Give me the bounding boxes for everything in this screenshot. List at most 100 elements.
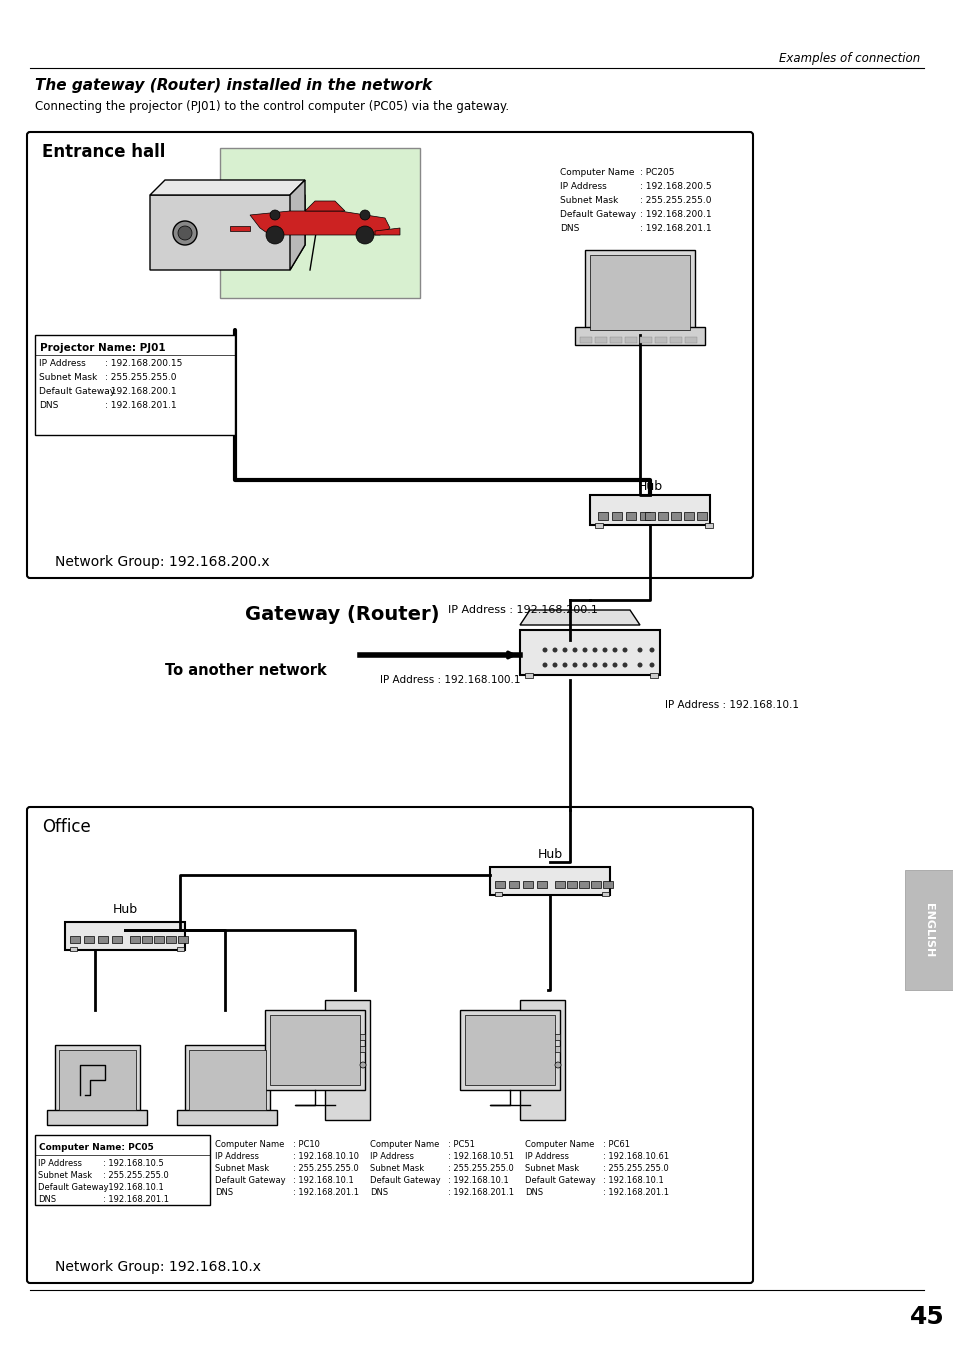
Text: Subnet Mask: Subnet Mask bbox=[559, 196, 618, 205]
Bar bbox=[522, 882, 533, 888]
Circle shape bbox=[612, 663, 617, 667]
Bar bbox=[670, 512, 680, 520]
Bar bbox=[658, 512, 667, 520]
Text: : PC10: : PC10 bbox=[293, 1139, 319, 1149]
Polygon shape bbox=[519, 610, 639, 625]
Bar bbox=[464, 1015, 555, 1085]
Bar bbox=[59, 1050, 136, 1110]
Text: IP Address: IP Address bbox=[370, 1152, 414, 1161]
Text: : 192.168.201.1: : 192.168.201.1 bbox=[105, 401, 176, 410]
Text: : 192.168.201.1: : 192.168.201.1 bbox=[602, 1188, 668, 1197]
Bar bbox=[519, 1000, 564, 1120]
Bar bbox=[153, 936, 164, 944]
Bar bbox=[330, 1034, 365, 1040]
Text: Default Gateway: Default Gateway bbox=[559, 211, 636, 219]
Bar bbox=[459, 1010, 559, 1089]
Bar bbox=[330, 1046, 365, 1052]
Bar bbox=[220, 148, 419, 298]
Text: To another network: To another network bbox=[165, 663, 327, 678]
Text: Examples of connection: Examples of connection bbox=[778, 53, 919, 65]
Text: : PC205: : PC205 bbox=[639, 167, 674, 177]
Text: Projector Name: PJ01: Projector Name: PJ01 bbox=[40, 343, 166, 352]
Text: : PC51: : PC51 bbox=[448, 1139, 475, 1149]
Circle shape bbox=[562, 648, 567, 652]
Bar bbox=[166, 936, 175, 944]
Circle shape bbox=[649, 648, 654, 652]
Bar bbox=[609, 338, 621, 343]
Circle shape bbox=[637, 648, 641, 652]
Text: : 255.255.255.0: : 255.255.255.0 bbox=[105, 373, 176, 382]
Polygon shape bbox=[305, 201, 345, 211]
Circle shape bbox=[355, 225, 374, 244]
Bar bbox=[35, 335, 234, 435]
Text: : 192.168.201.1: : 192.168.201.1 bbox=[293, 1188, 358, 1197]
Bar bbox=[178, 936, 188, 944]
Circle shape bbox=[542, 648, 547, 652]
Polygon shape bbox=[250, 211, 390, 235]
Bar bbox=[612, 512, 621, 520]
Bar bbox=[590, 882, 600, 888]
Circle shape bbox=[649, 663, 654, 667]
Text: DNS: DNS bbox=[214, 1188, 233, 1197]
Text: Hub: Hub bbox=[112, 903, 137, 917]
Text: : 192.168.10.1: : 192.168.10.1 bbox=[602, 1176, 663, 1185]
Bar bbox=[177, 1110, 276, 1125]
Text: Subnet Mask: Subnet Mask bbox=[370, 1164, 424, 1173]
Text: : 192.168.200.1: : 192.168.200.1 bbox=[639, 211, 711, 219]
Bar bbox=[584, 250, 695, 335]
Text: Computer Name: Computer Name bbox=[370, 1139, 439, 1149]
Text: Network Group: 192.168.200.x: Network Group: 192.168.200.x bbox=[55, 555, 270, 568]
Bar bbox=[265, 1010, 365, 1089]
Bar bbox=[70, 936, 80, 944]
Bar bbox=[555, 882, 564, 888]
Circle shape bbox=[555, 1062, 560, 1068]
Text: DNS: DNS bbox=[370, 1188, 388, 1197]
Bar bbox=[595, 338, 606, 343]
Bar bbox=[644, 512, 655, 520]
Circle shape bbox=[582, 663, 587, 667]
Text: Subnet Mask: Subnet Mask bbox=[39, 373, 97, 382]
Text: Default Gateway: Default Gateway bbox=[39, 387, 115, 396]
Text: : 192.168.10.10: : 192.168.10.10 bbox=[293, 1152, 358, 1161]
Text: : 192.168.200.15: : 192.168.200.15 bbox=[105, 359, 182, 369]
Bar bbox=[589, 495, 709, 525]
Text: IP Address: IP Address bbox=[524, 1152, 568, 1161]
Text: DNS: DNS bbox=[38, 1195, 56, 1204]
Circle shape bbox=[592, 663, 597, 667]
Bar bbox=[177, 946, 184, 950]
Polygon shape bbox=[230, 225, 250, 231]
Text: Network Group: 192.168.10.x: Network Group: 192.168.10.x bbox=[55, 1260, 261, 1274]
Bar bbox=[495, 892, 501, 896]
Circle shape bbox=[552, 648, 557, 652]
Circle shape bbox=[359, 211, 370, 220]
Bar bbox=[524, 1046, 559, 1052]
Text: IP Address : 192.168.200.1: IP Address : 192.168.200.1 bbox=[448, 605, 598, 616]
Text: : 192.168.201.1: : 192.168.201.1 bbox=[448, 1188, 514, 1197]
Bar bbox=[270, 1015, 359, 1085]
Text: Computer Name: Computer Name bbox=[524, 1139, 594, 1149]
Text: Office: Office bbox=[42, 818, 91, 836]
Circle shape bbox=[359, 1062, 366, 1068]
Bar bbox=[598, 512, 607, 520]
Bar bbox=[578, 882, 588, 888]
Circle shape bbox=[552, 663, 557, 667]
FancyBboxPatch shape bbox=[27, 132, 752, 578]
Bar bbox=[595, 522, 602, 528]
Text: : 192.168.10.1: : 192.168.10.1 bbox=[448, 1176, 508, 1185]
Circle shape bbox=[178, 225, 192, 240]
Text: : 255.255.255.0: : 255.255.255.0 bbox=[448, 1164, 514, 1173]
Text: Computer Name: Computer Name bbox=[214, 1139, 284, 1149]
Text: Default Gateway: Default Gateway bbox=[370, 1176, 440, 1185]
Text: : 255.255.255.0: : 255.255.255.0 bbox=[103, 1170, 169, 1180]
Bar bbox=[519, 630, 659, 675]
Text: Subnet Mask: Subnet Mask bbox=[214, 1164, 269, 1173]
Circle shape bbox=[562, 663, 567, 667]
Polygon shape bbox=[375, 228, 399, 235]
Bar bbox=[495, 882, 504, 888]
Text: DNS: DNS bbox=[524, 1188, 542, 1197]
Bar bbox=[325, 1000, 370, 1120]
Bar bbox=[112, 936, 122, 944]
Text: : 192.168.201.1: : 192.168.201.1 bbox=[639, 224, 711, 234]
Text: IP Address : 192.168.100.1: IP Address : 192.168.100.1 bbox=[379, 675, 520, 684]
Text: Subnet Mask: Subnet Mask bbox=[38, 1170, 92, 1180]
